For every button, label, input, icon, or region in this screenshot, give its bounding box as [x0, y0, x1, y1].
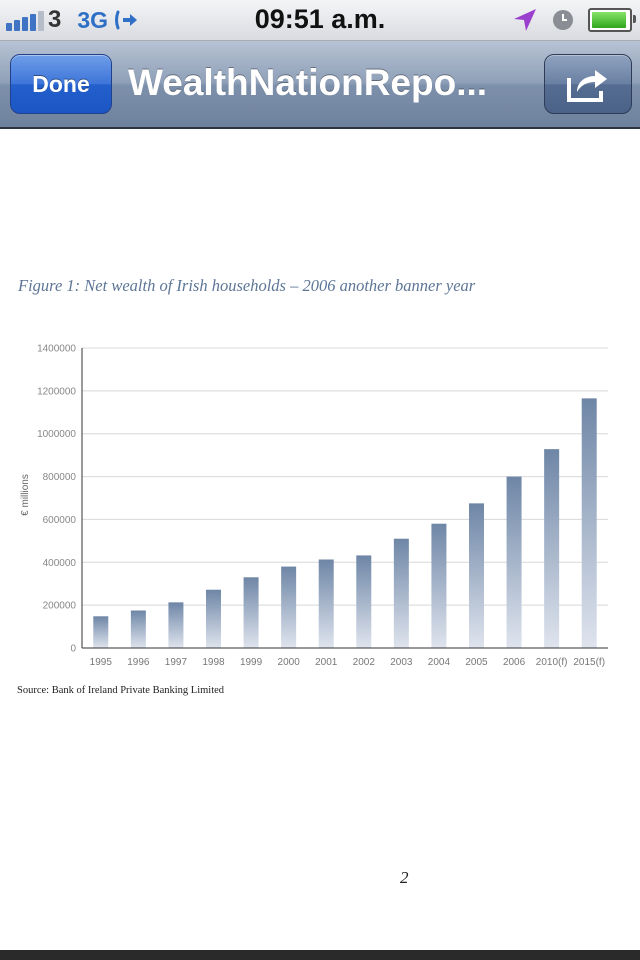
bar-1998 — [206, 589, 221, 648]
network-type-label: 3G — [77, 6, 109, 33]
bar-2005 — [469, 503, 484, 648]
x-tick-label: 2015(f) — [573, 657, 605, 668]
status-left: 3 3G — [6, 6, 138, 34]
y-axis-label: € millions — [20, 474, 31, 516]
x-tick-label: 1998 — [202, 657, 225, 668]
sync-arrow-icon — [115, 10, 138, 30]
battery-icon — [588, 8, 636, 32]
y-tick-label: 600000 — [43, 515, 77, 526]
status-time: 09:51 a.m. — [254, 4, 386, 34]
location-arrow-icon — [514, 9, 536, 31]
y-tick-label: 1200000 — [37, 386, 76, 397]
bar-2003 — [393, 538, 409, 648]
y-tick-label: 200000 — [43, 601, 77, 612]
done-button[interactable]: Done — [10, 54, 112, 114]
bar-1996 — [130, 610, 146, 648]
status-bar: 3 3G 09:51 a.m. — [0, 0, 640, 41]
x-tick-label: 1995 — [90, 657, 113, 668]
bar-2004 — [431, 523, 447, 648]
share-button[interactable] — [544, 54, 632, 114]
figure-title: Figure 1: Net wealth of Irish households… — [18, 276, 476, 295]
x-tick-label: 2000 — [278, 657, 301, 668]
x-tick-label: 2001 — [315, 657, 338, 668]
figure-source: Source: Bank of Ireland Private Banking … — [17, 685, 225, 696]
share-icon — [567, 70, 607, 102]
clock-icon — [553, 10, 573, 30]
x-tick-label: 2003 — [390, 657, 413, 668]
carrier-label: 3 — [48, 6, 62, 33]
y-tick-label: 1000000 — [37, 429, 76, 440]
bar-2006 — [506, 476, 522, 648]
page-number: 2 — [400, 868, 409, 887]
x-tick-label: 1996 — [127, 657, 150, 668]
status-right — [512, 7, 636, 33]
signal-bars-icon — [6, 9, 44, 31]
x-tick-label: 2004 — [428, 657, 451, 668]
bar-1999 — [243, 577, 259, 648]
navigation-bar: Done WealthNationRepo... — [0, 41, 640, 129]
y-tick-label: 1400000 — [37, 344, 76, 355]
y-tick-label: 400000 — [43, 558, 77, 569]
y-tick-label: 0 — [70, 644, 76, 655]
bar-2015(f) — [581, 398, 597, 648]
document-title: WealthNationRepo... — [128, 62, 488, 103]
bar-2010(f) — [544, 449, 560, 648]
bottom-toolbar-edge — [0, 950, 640, 960]
bar-1997 — [168, 602, 184, 648]
x-tick-label: 1999 — [240, 657, 263, 668]
bar-2002 — [356, 555, 372, 648]
x-tick-label: 2006 — [503, 657, 526, 668]
bar-2001 — [318, 559, 334, 648]
x-tick-label: 2005 — [465, 657, 488, 668]
y-tick-label: 800000 — [43, 472, 77, 483]
x-tick-label: 1997 — [165, 657, 188, 668]
bar-1995 — [93, 616, 109, 648]
x-tick-label: 2002 — [353, 657, 376, 668]
x-tick-label: 2010(f) — [536, 657, 568, 668]
bar-2000 — [281, 566, 297, 648]
bar-chart: 0 200000 400000 600000 800000 1000000 1200000 1… — [20, 344, 608, 668]
